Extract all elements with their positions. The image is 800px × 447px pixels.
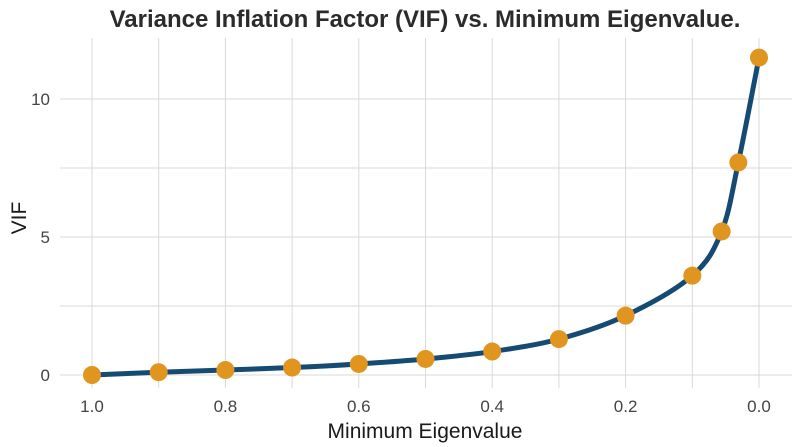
y-axis-ticks: 0 5 10 xyxy=(31,90,50,385)
x-axis-ticks: 1.0 0.8 0.6 0.4 0.2 0.0 xyxy=(80,397,771,416)
x-axis-label: Minimum Eigenvalue xyxy=(328,420,523,443)
data-point xyxy=(616,306,635,325)
data-point xyxy=(349,354,368,373)
data-point xyxy=(283,358,302,377)
data-point xyxy=(549,330,568,349)
x-tick-label: 0.4 xyxy=(480,397,504,416)
data-point xyxy=(483,342,502,361)
data-point xyxy=(729,153,748,172)
data-point xyxy=(416,349,435,368)
x-tick-label: 0.8 xyxy=(214,397,238,416)
x-tick-label: 0.6 xyxy=(347,397,371,416)
data-point xyxy=(149,363,168,382)
grid xyxy=(60,38,792,388)
data-point xyxy=(712,222,731,241)
x-tick-label: 0.2 xyxy=(614,397,638,416)
data-point xyxy=(683,266,702,285)
data-point xyxy=(83,366,101,384)
data-point xyxy=(216,361,235,380)
y-tick-label: 0 xyxy=(41,366,50,385)
x-tick-label: 0.0 xyxy=(747,397,771,416)
chart-title: Variance Inflation Factor (VIF) vs. Mini… xyxy=(110,6,741,33)
data-points xyxy=(83,48,768,384)
y-tick-label: 5 xyxy=(41,228,50,247)
data-point xyxy=(750,48,768,67)
x-tick-label: 1.0 xyxy=(80,397,104,416)
y-axis-label: VIF xyxy=(8,202,31,235)
y-tick-label: 10 xyxy=(31,90,50,109)
